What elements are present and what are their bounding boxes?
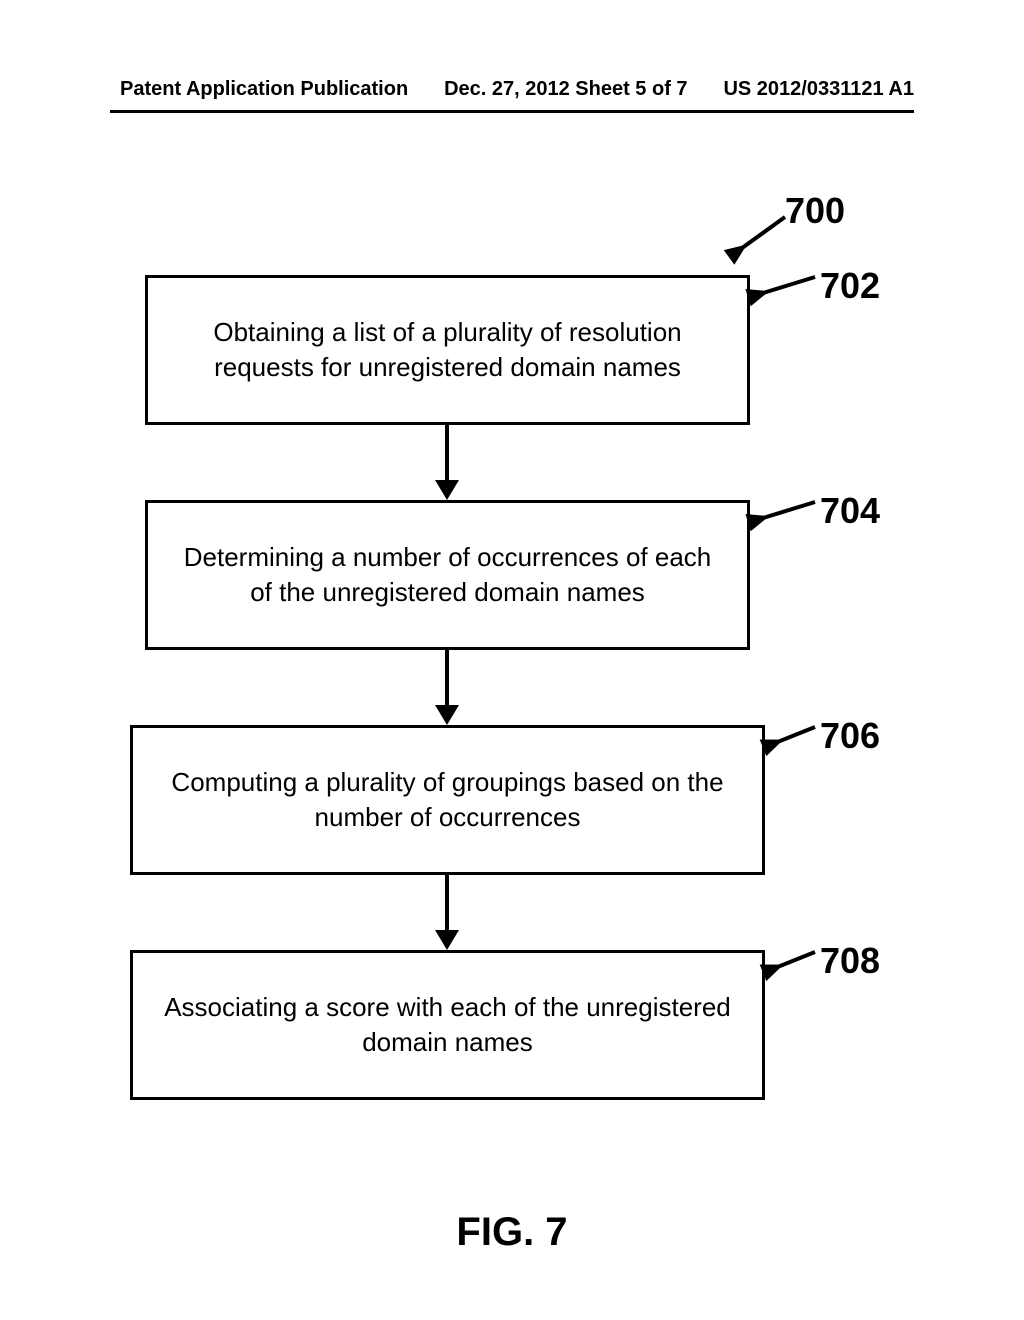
header-right: US 2012/0331121 A1 [723,78,914,101]
step-reference-number: 702 [820,265,880,307]
step-reference-number: 704 [820,490,880,532]
flow-arrow [435,875,459,950]
flow-arrow [435,425,459,500]
header-center: Dec. 27, 2012 Sheet 5 of 7 [444,78,687,101]
flow-arrow [435,650,459,725]
page: Patent Application Publication Dec. 27, … [0,0,1024,1320]
flowchart-step: Computing a plurality of groupings based… [130,725,765,875]
step-reference-number: 706 [820,715,880,757]
step-reference-number: 708 [820,940,880,982]
figure-reference-number: 700 [785,190,845,232]
header-rule [110,110,914,113]
page-header: Patent Application Publication Dec. 27, … [0,78,1024,101]
flowchart-step: Obtaining a list of a plurality of resol… [145,275,750,425]
header-left: Patent Application Publication [120,78,408,101]
figure-caption: FIG. 7 [0,1210,1024,1255]
flowchart-step: Associating a score with each of the unr… [130,950,765,1100]
flowchart-step: Determining a number of occurrences of e… [145,500,750,650]
